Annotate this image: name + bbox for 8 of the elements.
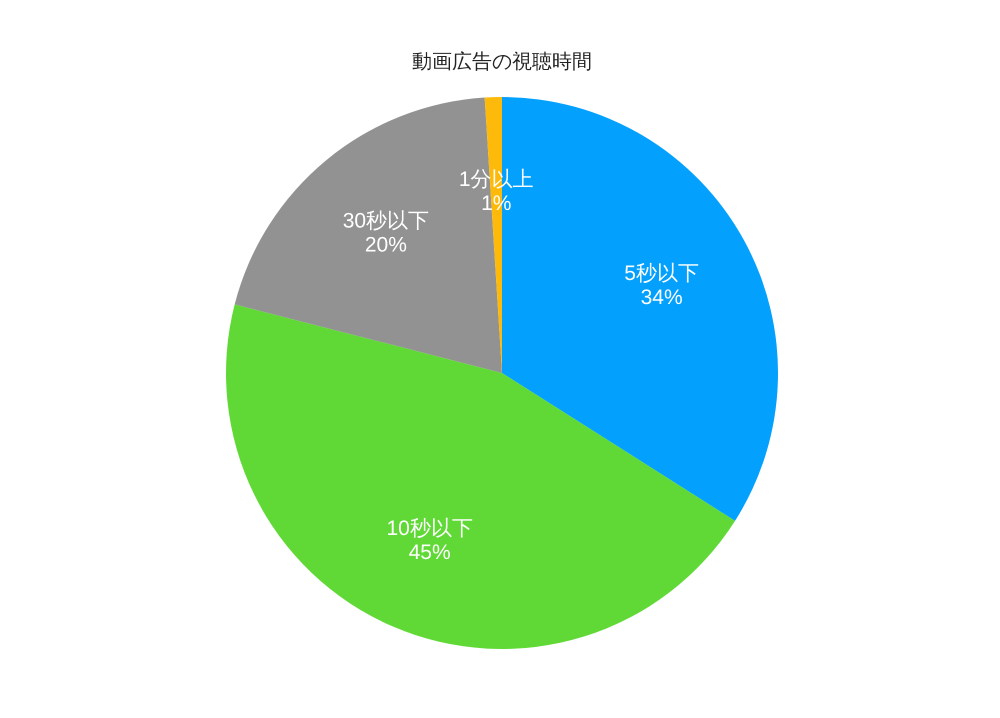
data-label: 20% [364, 234, 407, 257]
data-label: 34% [640, 286, 683, 310]
slice-label: 5秒以下 [624, 262, 699, 286]
data-label: 1% [481, 192, 512, 215]
data-label: 45% [408, 541, 451, 564]
slice-label: 30秒以下 [342, 210, 430, 233]
chart-title: 動画広告の視聴時間 [412, 50, 592, 73]
slice-label: 10秒以下 [386, 517, 473, 540]
